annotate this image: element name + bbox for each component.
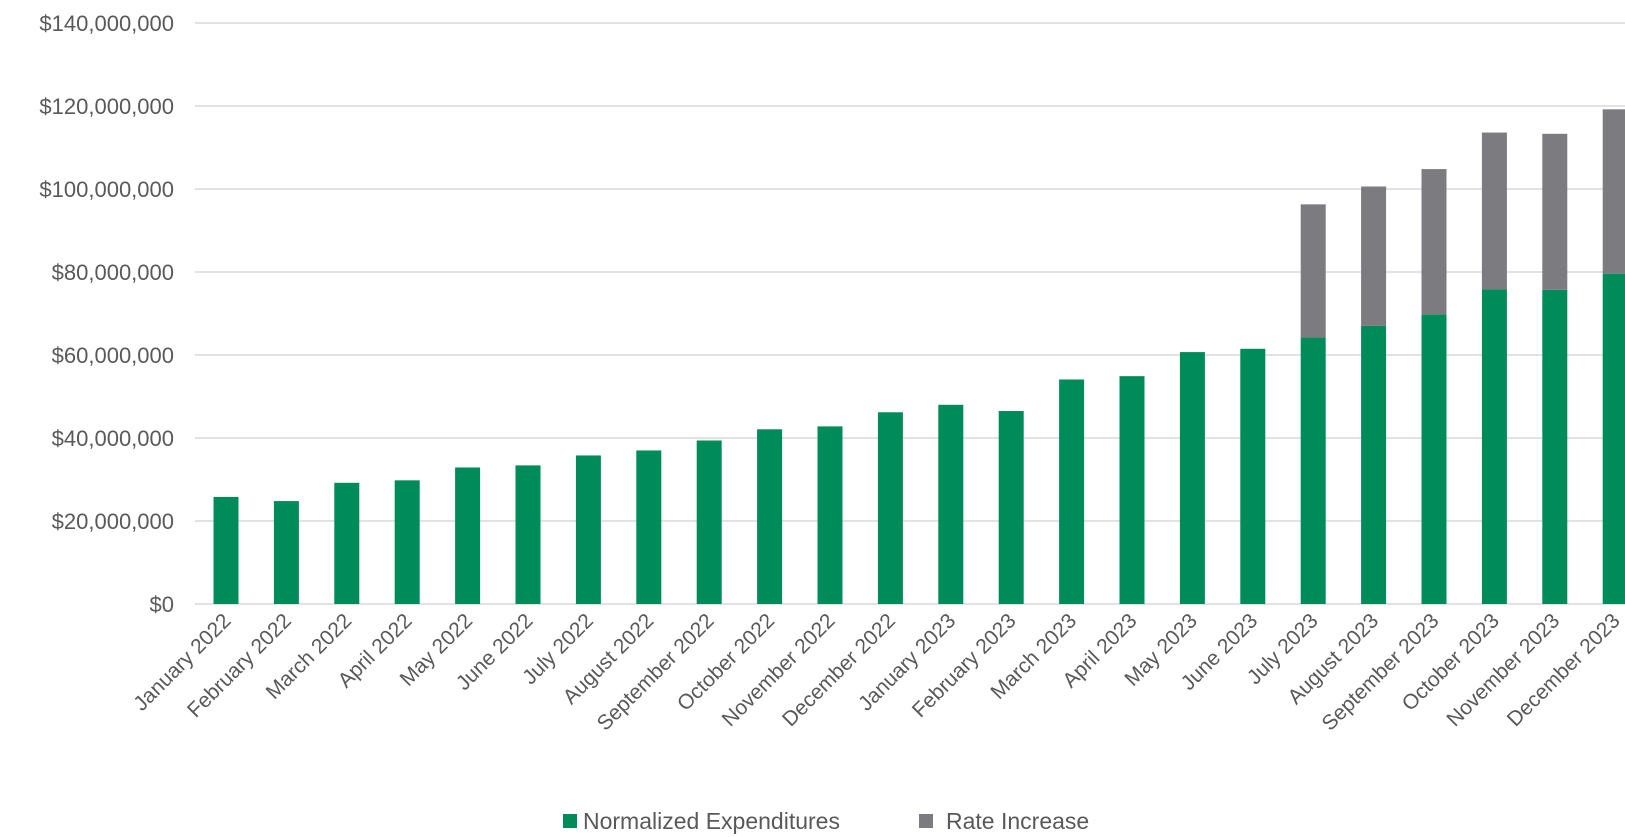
x-tick-label: February 2023 [908,609,1021,722]
bar-rate-increase [1300,204,1326,338]
bar-normalized-expenditures [877,412,903,604]
x-tick-label: November 2023 [1442,609,1564,731]
bar-normalized-expenditures [1119,376,1145,604]
bar-normalized-expenditures [334,482,360,604]
bar-normalized-expenditures [757,429,783,604]
bar-normalized-expenditures [515,465,541,604]
y-tick-label: $60,000,000 [52,343,174,368]
bar-normalized-expenditures [998,411,1024,604]
y-tick-label: $40,000,000 [52,426,174,451]
bar-normalized-expenditures [1481,289,1507,604]
bar-normalized-expenditures [1240,348,1266,604]
y-tick-label: $120,000,000 [39,94,174,119]
legend-swatch-rate [919,814,933,828]
bar-rate-increase [1361,186,1387,326]
y-tick-label: $0 [150,592,174,617]
bar-normalized-expenditures [455,467,481,604]
bar-normalized-expenditures [575,455,601,604]
bar-normalized-expenditures [1179,352,1205,604]
y-tick-label: $80,000,000 [52,260,174,285]
y-tick-label: $20,000,000 [52,509,174,534]
legend-label-normalized: Normalized Expenditures [583,808,840,834]
bar-normalized-expenditures [938,404,964,604]
y-axis-tick-labels: $0 $20,000,000 $40,000,000 $60,000,000 $80,0… [39,11,174,617]
legend-swatch-normalized [563,814,577,828]
bars [213,109,1625,604]
legend-label-rate: Rate Increase [946,808,1089,834]
y-tick-label: $140,000,000 [39,11,174,36]
y-tick-label: $100,000,000 [39,177,174,202]
bar-normalized-expenditures [817,426,843,604]
bar-rate-increase [1602,109,1625,274]
gridlines [195,22,1625,605]
bar-normalized-expenditures [636,450,662,604]
bar-normalized-expenditures [213,496,239,604]
x-tick-label: December 2022 [778,609,900,731]
x-tick-label: November 2022 [718,609,840,731]
bar-normalized-expenditures [394,480,420,604]
bar-normalized-expenditures [696,440,722,604]
legend: Normalized Expenditures Rate Increase [563,808,1089,834]
bar-normalized-expenditures [1602,273,1625,604]
x-tick-label: February 2022 [183,609,296,722]
bar-rate-increase [1542,133,1568,290]
bar-normalized-expenditures [1421,314,1447,604]
bar-normalized-expenditures [1361,325,1387,604]
bar-rate-increase [1481,132,1507,290]
bar-normalized-expenditures [273,501,299,604]
x-tick-label: December 2023 [1503,609,1625,731]
bar-rate-increase [1421,169,1447,315]
bar-normalized-expenditures [1300,337,1326,604]
bar-normalized-expenditures [1542,289,1568,604]
bar-normalized-expenditures [1059,379,1085,604]
